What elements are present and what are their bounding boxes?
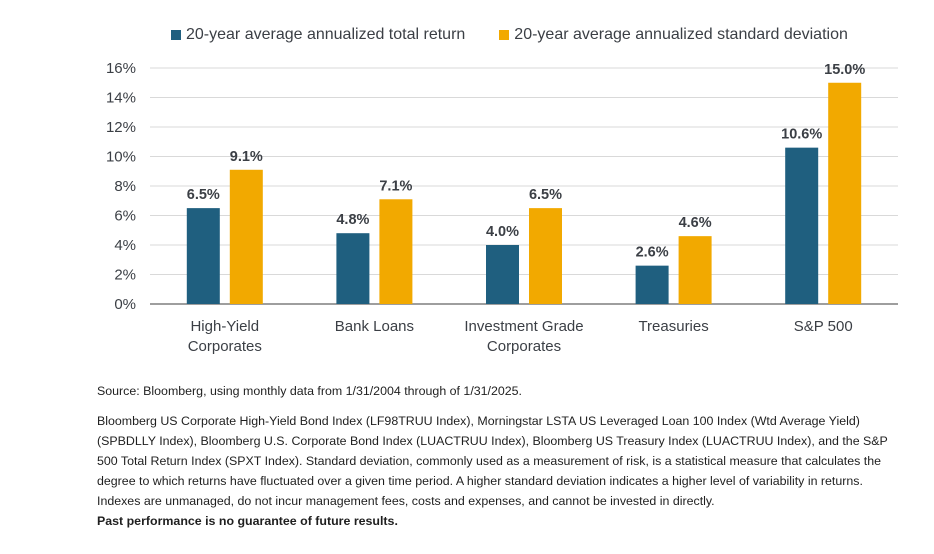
bar-chart: 0% 2% 4% 6% 8% 10% 12% 14% 16% 6.5% 9.1% High-Yield… (106, 60, 898, 355)
y-tick-label: 6% (114, 208, 136, 225)
data-label: 15.0% (824, 62, 865, 78)
data-label: 4.0% (486, 224, 519, 240)
y-tick-label: 8% (114, 178, 136, 195)
y-tick-label: 14% (106, 90, 136, 107)
x-category-label: Corporates (188, 338, 262, 355)
y-tick-label: 0% (114, 296, 136, 313)
y-tick-label: 10% (106, 149, 136, 166)
x-category-label: High-Yield (190, 318, 259, 335)
bar-total-return (486, 245, 519, 304)
bar-std-dev (529, 208, 562, 304)
chart-notes: Source: Bloomberg, using monthly data fr… (97, 381, 897, 531)
data-label: 2.6% (636, 245, 669, 261)
bar-total-return (336, 233, 370, 304)
data-label: 6.5% (187, 187, 220, 203)
legend-item-std-dev: 20-year average annualized standard devi… (499, 26, 848, 44)
chart-legend: 20-year average annualized total return … (171, 26, 882, 44)
data-label: 4.8% (336, 212, 369, 228)
bar-std-dev (828, 82, 862, 304)
bar-total-return (785, 147, 819, 304)
y-tick-label: 4% (114, 237, 136, 254)
x-category-label: Bank Loans (335, 318, 414, 335)
index-description: Bloomberg US Corporate High-Yield Bond I… (97, 414, 888, 508)
legend-swatch-std-dev (499, 30, 510, 40)
bar-std-dev (379, 199, 413, 304)
x-category-label: S&P 500 (794, 318, 853, 335)
legend-item-total-return: 20-year average annualized total return (171, 26, 465, 44)
data-label: 10.6% (781, 127, 822, 143)
legend-label-total-return: 20-year average annualized total return (186, 26, 466, 43)
legend-swatch-total-return (171, 30, 181, 40)
bar-total-return (186, 208, 220, 304)
x-category-label: Corporates (487, 338, 561, 355)
y-tick-label: 2% (114, 267, 136, 284)
x-category-label: Treasuries (638, 318, 708, 335)
data-label: 6.5% (529, 187, 562, 203)
y-tick-label: 12% (106, 119, 136, 136)
bar-std-dev (678, 236, 712, 304)
legend-label-std-dev: 20-year average annualized standard devi… (514, 26, 848, 43)
performance-disclaimer: Past performance is no guarantee of futu… (97, 514, 398, 528)
bar-std-dev (229, 169, 263, 304)
y-tick-label: 16% (106, 60, 136, 77)
data-label: 7.1% (379, 178, 412, 194)
data-label: 4.6% (679, 215, 712, 231)
x-category-label: Investment Grade (464, 318, 583, 335)
source-note: Source: Bloomberg, using monthly data fr… (97, 384, 522, 398)
data-label: 9.1% (230, 149, 263, 165)
bar-total-return (635, 265, 669, 304)
